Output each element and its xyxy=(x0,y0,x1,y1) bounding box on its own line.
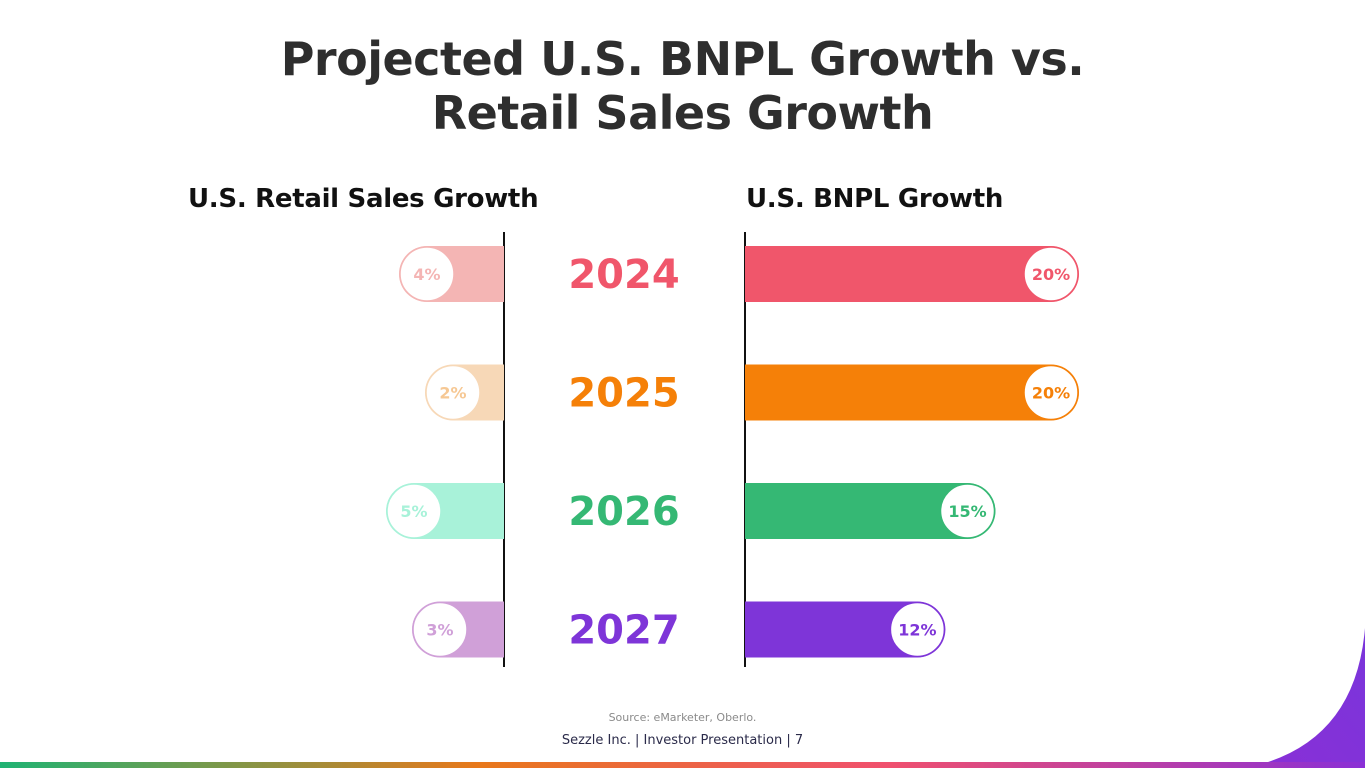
retail-value-label: 2% xyxy=(439,384,466,403)
retail-value-label: 5% xyxy=(400,502,427,521)
year-label: 2026 xyxy=(568,489,679,535)
retail-value-bubble xyxy=(386,483,442,539)
source-note: Source: eMarketer, Oberlo. xyxy=(608,711,757,724)
bnpl-bar xyxy=(745,246,1079,302)
year-label: 2027 xyxy=(568,608,679,654)
retail-sales-header: U.S. Retail Sales Growth xyxy=(188,184,539,214)
bnpl-value-bubble xyxy=(1023,364,1079,421)
retail-value-bubble xyxy=(412,601,468,658)
bnpl-value-bubble xyxy=(889,601,946,658)
bnpl-value-bubble xyxy=(939,483,996,539)
retail-value-label: 3% xyxy=(426,621,453,640)
retail-value-bubble xyxy=(399,246,455,302)
bnpl-bar xyxy=(745,483,996,539)
bnpl-value-label: 20% xyxy=(1032,265,1070,284)
footer-text: Sezzle Inc. | Investor Presentation | 7 xyxy=(561,733,804,748)
retail-value-bubble xyxy=(425,364,481,421)
corner-decoration xyxy=(1245,628,1365,768)
page-title-line-2: Retail Sales Growth xyxy=(431,86,934,140)
page-title-line-1: Projected U.S. BNPL Growth vs. xyxy=(280,32,1085,86)
bnpl-value-label: 20% xyxy=(1032,384,1070,403)
bnpl-value-bubble xyxy=(1023,246,1079,302)
year-label: 2025 xyxy=(568,371,679,417)
bnpl-value-label: 12% xyxy=(898,621,936,640)
bnpl-bar xyxy=(745,364,1080,421)
year-label: 2024 xyxy=(568,252,679,298)
bnpl-growth-header: U.S. BNPL Growth xyxy=(746,184,1004,214)
brand-gradient-bar xyxy=(0,762,1365,768)
bnpl-value-label: 15% xyxy=(948,502,986,521)
retail-value-label: 4% xyxy=(413,265,440,284)
page-title: Projected U.S. BNPL Growth vs. Retail Sa… xyxy=(0,32,1365,140)
